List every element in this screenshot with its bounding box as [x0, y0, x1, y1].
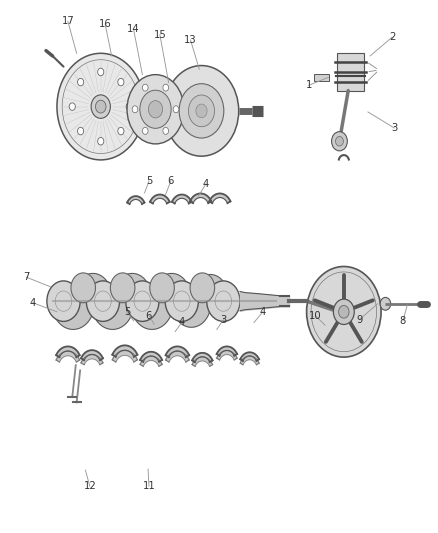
Circle shape — [57, 53, 145, 160]
Circle shape — [118, 127, 124, 135]
Circle shape — [91, 95, 110, 118]
Polygon shape — [56, 351, 80, 362]
Circle shape — [173, 106, 179, 112]
Polygon shape — [240, 356, 259, 365]
Circle shape — [307, 266, 381, 357]
Polygon shape — [81, 354, 103, 365]
Circle shape — [339, 305, 349, 318]
Circle shape — [380, 297, 391, 310]
Text: 7: 7 — [23, 272, 29, 282]
Circle shape — [126, 103, 132, 110]
Circle shape — [163, 127, 169, 134]
Circle shape — [336, 136, 343, 146]
FancyBboxPatch shape — [337, 53, 364, 91]
Circle shape — [333, 299, 354, 325]
Circle shape — [118, 78, 124, 86]
Polygon shape — [127, 196, 145, 204]
Text: 4: 4 — [203, 179, 209, 189]
Polygon shape — [140, 356, 162, 366]
Text: 2: 2 — [389, 33, 395, 42]
Circle shape — [132, 106, 138, 112]
FancyBboxPatch shape — [314, 74, 329, 81]
Circle shape — [78, 127, 84, 135]
Polygon shape — [75, 273, 111, 306]
Polygon shape — [192, 357, 212, 366]
Polygon shape — [217, 346, 237, 356]
Polygon shape — [240, 352, 259, 361]
Polygon shape — [190, 193, 211, 203]
Text: 4: 4 — [179, 318, 185, 327]
Polygon shape — [150, 195, 170, 204]
Text: 6: 6 — [146, 311, 152, 320]
Text: 5: 5 — [146, 176, 152, 186]
Text: 10: 10 — [309, 311, 321, 320]
Polygon shape — [81, 350, 103, 360]
Circle shape — [196, 104, 207, 118]
Circle shape — [140, 90, 171, 128]
Text: 17: 17 — [61, 17, 74, 26]
Text: 3: 3 — [220, 315, 226, 325]
Circle shape — [126, 281, 159, 321]
Circle shape — [207, 281, 240, 321]
Polygon shape — [112, 351, 138, 362]
Text: 4: 4 — [30, 298, 36, 308]
Polygon shape — [112, 345, 138, 357]
Circle shape — [86, 281, 120, 321]
Circle shape — [98, 138, 104, 145]
Circle shape — [332, 132, 347, 151]
Text: 12: 12 — [83, 481, 96, 491]
Text: 1: 1 — [306, 80, 312, 90]
Polygon shape — [192, 353, 212, 362]
Polygon shape — [131, 300, 173, 329]
Polygon shape — [172, 300, 211, 327]
Circle shape — [150, 273, 174, 303]
Circle shape — [190, 273, 215, 303]
Circle shape — [164, 66, 239, 156]
Circle shape — [47, 281, 80, 321]
Polygon shape — [154, 273, 190, 306]
Text: 16: 16 — [99, 19, 112, 29]
Circle shape — [95, 100, 106, 113]
Circle shape — [127, 75, 184, 144]
Polygon shape — [209, 193, 230, 203]
Polygon shape — [52, 300, 94, 329]
Text: 13: 13 — [184, 35, 197, 45]
Circle shape — [142, 84, 148, 91]
Text: 5: 5 — [124, 307, 130, 317]
Circle shape — [188, 95, 215, 127]
Text: 11: 11 — [142, 481, 155, 491]
Circle shape — [71, 273, 95, 303]
Text: 3: 3 — [391, 123, 397, 133]
Circle shape — [142, 127, 148, 134]
Text: 9: 9 — [356, 315, 362, 325]
Polygon shape — [193, 274, 228, 305]
Circle shape — [78, 78, 84, 86]
Circle shape — [148, 101, 162, 118]
Polygon shape — [172, 195, 191, 204]
Text: 8: 8 — [400, 316, 406, 326]
Circle shape — [69, 103, 75, 110]
Text: 15: 15 — [153, 30, 166, 39]
Circle shape — [163, 84, 169, 91]
Polygon shape — [92, 300, 134, 329]
Polygon shape — [140, 352, 162, 362]
Text: 14: 14 — [127, 25, 140, 34]
Circle shape — [110, 273, 135, 303]
Polygon shape — [166, 346, 189, 357]
Circle shape — [165, 281, 198, 321]
Text: 6: 6 — [168, 176, 174, 186]
Polygon shape — [114, 273, 151, 306]
Polygon shape — [217, 351, 237, 360]
Polygon shape — [56, 346, 80, 357]
Circle shape — [98, 68, 104, 76]
Circle shape — [179, 84, 224, 138]
Text: 4: 4 — [260, 307, 266, 317]
Polygon shape — [166, 351, 189, 362]
